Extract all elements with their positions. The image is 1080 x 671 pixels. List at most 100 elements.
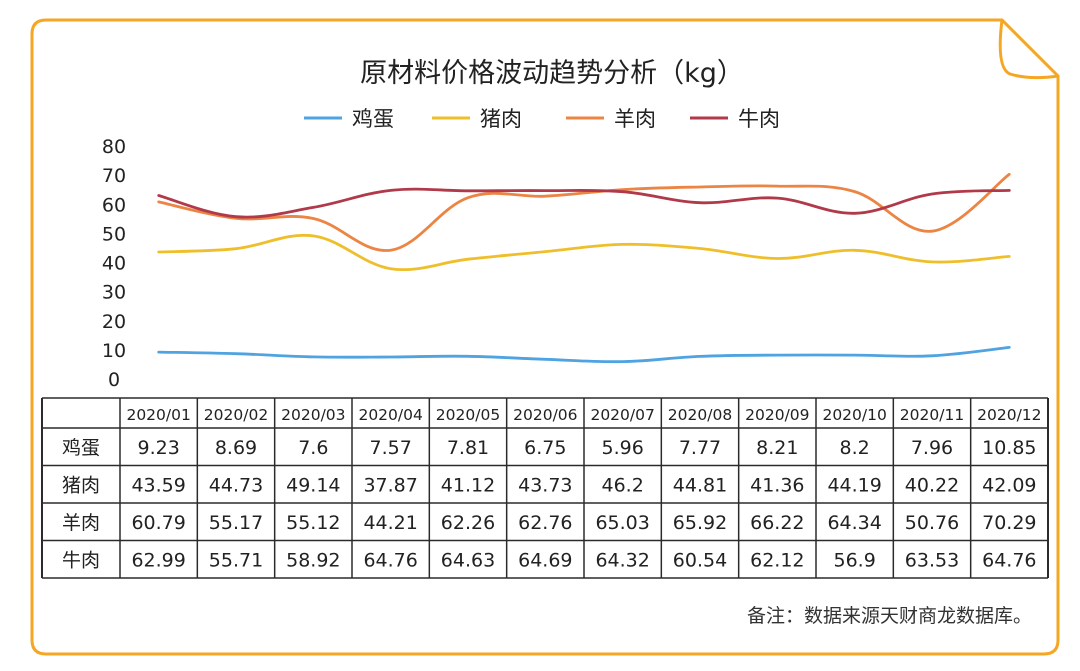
table-row: 牛肉 62.99 55.71 58.92 64.76 64.63 64.69 64.32 60.… — [62, 549, 1037, 571]
legend-label: 鸡蛋 — [352, 107, 394, 131]
table-header-cell: 2020/01 — [126, 406, 190, 424]
table-cell: 62.26 — [441, 512, 495, 534]
table-cell: 44.81 — [673, 474, 727, 496]
y-tick-label: 40 — [102, 253, 126, 275]
table-cell: 7.77 — [679, 437, 721, 459]
legend-label: 羊肉 — [614, 107, 656, 131]
series-line-0 — [157, 346, 1011, 364]
table-cell: 64.32 — [595, 549, 649, 571]
table-cell: 9.23 — [138, 437, 180, 459]
legend-label: 猪肉 — [480, 107, 522, 131]
series-line-2 — [157, 172, 1011, 252]
y-tick-label: 20 — [102, 311, 126, 333]
chart-title: 原材料价格波动趋势分析（kg） — [360, 58, 744, 89]
y-tick-label: 70 — [102, 165, 126, 187]
table-cell: 7.6 — [298, 437, 328, 459]
table-cell: 10.85 — [982, 437, 1036, 459]
table-cell: 62.12 — [750, 549, 804, 571]
table-header-cell: 2020/06 — [513, 406, 577, 424]
table-row-label: 羊肉 — [62, 512, 100, 534]
table-cell: 60.54 — [673, 549, 727, 571]
table-cell: 40.22 — [905, 474, 959, 496]
folded-corner — [998, 19, 1059, 80]
table-header-cell: 2020/12 — [977, 406, 1041, 424]
plot-area — [157, 172, 1011, 364]
table-cell: 64.76 — [982, 549, 1036, 571]
table-cell: 62.76 — [518, 512, 572, 534]
table-header-cell: 2020/07 — [590, 406, 654, 424]
table-cell: 41.12 — [441, 474, 495, 496]
table-cell: 8.69 — [215, 437, 257, 459]
table-row: 羊肉 60.79 55.17 55.12 44.21 62.26 62.76 65.03 65.… — [62, 512, 1037, 534]
table-cell: 41.36 — [750, 474, 804, 496]
table-header-cell: 2020/10 — [822, 406, 886, 424]
table-cell: 64.63 — [441, 549, 495, 571]
source-note: 备注：数据来源天财商龙数据库。 — [747, 605, 1032, 627]
series-line-3 — [157, 187, 1011, 219]
table-cell: 50.76 — [905, 512, 959, 534]
table-header-cell: 2020/04 — [358, 406, 422, 424]
table-cell: 8.21 — [756, 437, 798, 459]
table-cell: 5.96 — [602, 437, 644, 459]
data-table: 2020/01 2020/02 2020/03 2020/04 2020/05 2020/… — [41, 397, 1049, 579]
table-cell: 44.73 — [209, 474, 263, 496]
table-cell: 7.81 — [447, 437, 489, 459]
table-cell: 44.19 — [827, 474, 881, 496]
table-header-cell: 2020/05 — [436, 406, 500, 424]
card-frame — [30, 18, 1060, 656]
table-row: 鸡蛋 9.23 8.69 7.6 7.57 7.81 6.75 5.96 7.77 8.21 8.2… — [62, 437, 1037, 459]
table-cell: 55.17 — [209, 512, 263, 534]
table-cell: 8.2 — [840, 437, 870, 459]
table-cell: 65.03 — [595, 512, 649, 534]
legend-item-2: 羊肉 — [566, 107, 656, 131]
table-cell: 64.34 — [827, 512, 881, 534]
table-row: 猪肉 43.59 44.73 49.14 37.87 41.12 43.73 46.2 44.8… — [62, 474, 1037, 496]
table-header-cell: 2020/03 — [281, 406, 345, 424]
y-tick-label: 50 — [102, 223, 126, 245]
table-header-cell: 2020/08 — [668, 406, 732, 424]
table-header-cell: 2020/02 — [204, 406, 268, 424]
y-tick-label: 10 — [102, 340, 126, 362]
table-cell: 70.29 — [982, 512, 1036, 534]
table-cell: 55.12 — [286, 512, 340, 534]
table-cell: 7.57 — [370, 437, 412, 459]
series-line-1 — [157, 233, 1011, 271]
table-cell: 64.76 — [363, 549, 417, 571]
y-tick-label: 60 — [102, 194, 126, 216]
table-row-label: 牛肉 — [62, 549, 100, 571]
y-axis: 0 10 20 30 40 50 60 70 80 — [102, 136, 126, 391]
legend-item-1: 猪肉 — [432, 107, 522, 131]
table-cell: 62.99 — [131, 549, 185, 571]
table-cell: 43.73 — [518, 474, 572, 496]
table-cell: 49.14 — [286, 474, 340, 496]
table-cell: 60.79 — [131, 512, 185, 534]
table-cell: 65.92 — [673, 512, 727, 534]
y-tick-label: 80 — [102, 136, 126, 158]
table-row-label: 鸡蛋 — [62, 437, 100, 459]
table-cell: 66.22 — [750, 512, 804, 534]
legend: 鸡蛋 猪肉 羊肉 牛肉 — [304, 107, 780, 131]
y-tick-label: 30 — [102, 282, 126, 304]
table-cell: 43.59 — [131, 474, 185, 496]
table-header-cell: 2020/11 — [900, 406, 964, 424]
legend-item-3: 牛肉 — [690, 107, 780, 131]
table-row-label: 猪肉 — [62, 474, 100, 496]
table-cell: 55.71 — [209, 549, 263, 571]
table-cell: 7.96 — [911, 437, 953, 459]
table-cell: 42.09 — [982, 474, 1036, 496]
table-cell: 56.9 — [834, 549, 876, 571]
table-cell: 58.92 — [286, 549, 340, 571]
card-border — [30, 18, 1060, 656]
table-cell: 63.53 — [905, 549, 959, 571]
table-cell: 46.2 — [602, 474, 644, 496]
y-tick-label: 0 — [108, 369, 120, 391]
table-header-cell: 2020/09 — [745, 406, 809, 424]
table-cell: 6.75 — [524, 437, 566, 459]
table-cell: 64.69 — [518, 549, 572, 571]
legend-label: 牛肉 — [738, 107, 780, 131]
table-cell: 37.87 — [363, 474, 417, 496]
legend-item-0: 鸡蛋 — [304, 107, 394, 131]
table-cell: 44.21 — [363, 512, 417, 534]
